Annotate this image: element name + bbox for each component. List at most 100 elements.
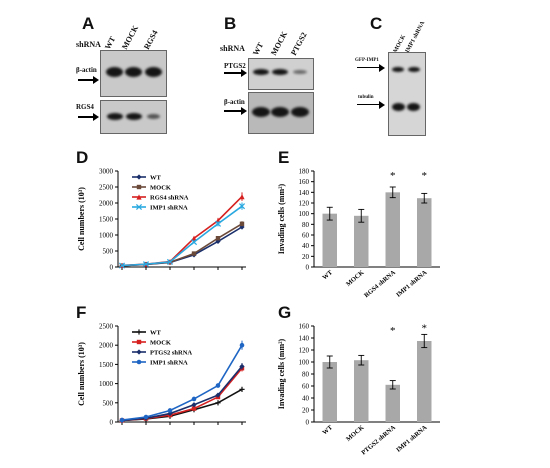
legend-label: WT (150, 330, 162, 337)
band-label-gfp-imp1: GFP-IMP1 (355, 58, 379, 63)
bar (322, 362, 337, 422)
data-point (167, 410, 173, 417)
data-point (136, 194, 142, 200)
series-line (121, 205, 243, 267)
y-tick-label: 2000 (99, 200, 114, 208)
x-tick-label: WT (321, 269, 334, 282)
y-tick-label: 40 (302, 242, 310, 250)
lane-label: MOCK (269, 30, 290, 57)
data-point (191, 402, 197, 408)
x-tick-label: IMP1 shRNA (395, 424, 429, 454)
data-point (136, 339, 142, 345)
data-point (238, 203, 246, 210)
y-tick-label: 0 (110, 419, 114, 427)
y-tick-label: 2500 (99, 323, 114, 331)
y-tick-label: 40 (302, 395, 310, 403)
data-point (136, 329, 142, 335)
x-tick-label: IMP1 shRNA (395, 269, 429, 299)
significance-asterisk: * (390, 325, 396, 337)
y-tick-label: 100 (299, 359, 310, 367)
y-axis-label: Invading cells (mm²) (277, 338, 286, 409)
arrow-icon (224, 107, 247, 114)
y-axis-label: Invading cells (mm²) (277, 183, 286, 254)
western-blot-ptgs2 (248, 58, 314, 90)
legend-label: IMP1 shRNA (150, 205, 188, 212)
band-label-ptgs2: PTGS2 (224, 62, 246, 70)
y-tick-label: 1500 (99, 216, 114, 224)
x-tick-label: RGS4 shRNA (363, 269, 397, 299)
bar (354, 360, 369, 422)
y-tick-label: 180 (299, 168, 310, 176)
y-tick-label: 140 (299, 335, 310, 343)
series-line (121, 226, 243, 267)
bar (322, 213, 337, 267)
shrna-label-a: shRNA (76, 40, 101, 49)
legend-label: IMP1 shRNA (150, 360, 188, 367)
legend-label: WT (150, 175, 162, 182)
arrow-icon (357, 100, 385, 109)
y-tick-label: 500 (103, 248, 114, 256)
data-point (239, 363, 245, 369)
lane-label: MOCK (120, 24, 141, 51)
data-point (136, 349, 142, 355)
significance-asterisk: * (422, 170, 428, 182)
data-point (215, 236, 221, 241)
data-point (191, 251, 197, 256)
y-tick-label: 0 (306, 264, 310, 272)
legend-label: MOCK (150, 185, 171, 192)
western-blot-beta-actin-b (248, 92, 314, 134)
data-point (239, 221, 245, 226)
y-tick-label: 60 (302, 383, 310, 391)
legend-label: PTGS2 shRNA (150, 350, 192, 357)
lane-label: IMP1 shRNA (404, 20, 427, 54)
arrow-icon (357, 63, 385, 72)
y-tick-label: 60 (302, 232, 310, 240)
y-tick-label: 100 (299, 210, 310, 218)
lane-label: WT (251, 40, 266, 57)
data-point (239, 342, 245, 348)
data-point (239, 224, 245, 230)
bar (354, 215, 369, 267)
data-point (119, 417, 125, 423)
lane-label: PTGS2 (289, 30, 309, 57)
data-point (191, 406, 197, 411)
y-tick-label: 500 (103, 399, 114, 407)
y-tick-label: 80 (302, 221, 310, 229)
data-point (215, 392, 221, 398)
y-tick-label: 80 (302, 371, 310, 379)
y-tick-label: 0 (306, 419, 310, 427)
y-tick-label: 2500 (99, 184, 114, 192)
data-point (191, 235, 197, 241)
arrow-icon (78, 113, 99, 120)
significance-asterisk: * (422, 322, 428, 334)
western-blot-beta-actin (100, 50, 167, 97)
lane-label: RGS4 (142, 28, 160, 51)
y-axis-label: Cell numbers (10³) (77, 187, 86, 251)
data-point (215, 383, 221, 388)
x-tick-label: PTGS2 shRNA (360, 424, 397, 457)
data-point (215, 400, 221, 406)
data-point (143, 414, 149, 420)
bar-chart-e: 0 20 40 60 80 100 120 140 160 180 Invading cells (… (277, 168, 440, 299)
y-axis-label: Cell numbers (10³) (77, 342, 86, 406)
lane-label: WT (103, 34, 118, 51)
series-line (121, 365, 243, 422)
significance-asterisk: * (390, 170, 396, 182)
line-chart-f: 0 500 1000 1500 2000 2500 Cell numbers (10³) WT… (77, 323, 246, 427)
band-label-beta-actin-b: β-actin (224, 98, 245, 106)
data-point (136, 359, 142, 365)
bar (417, 341, 432, 422)
data-point (136, 174, 142, 180)
data-point (142, 261, 150, 268)
western-blot-rgs4 (100, 100, 167, 134)
y-tick-label: 1000 (99, 380, 114, 388)
legend-label: MOCK (150, 340, 171, 347)
shrna-label-b: shRNA (220, 44, 245, 53)
panel-label-e: E (278, 148, 290, 167)
data-point (118, 262, 126, 269)
data-point (214, 220, 222, 227)
y-tick-label: 120 (299, 347, 310, 355)
band-label-beta-actin: β-actin (76, 66, 97, 74)
bar-chart-g: 0 20 40 60 80 100 120 140 160 Invading cells (mm²… (277, 322, 440, 457)
y-tick-label: 160 (299, 178, 310, 186)
